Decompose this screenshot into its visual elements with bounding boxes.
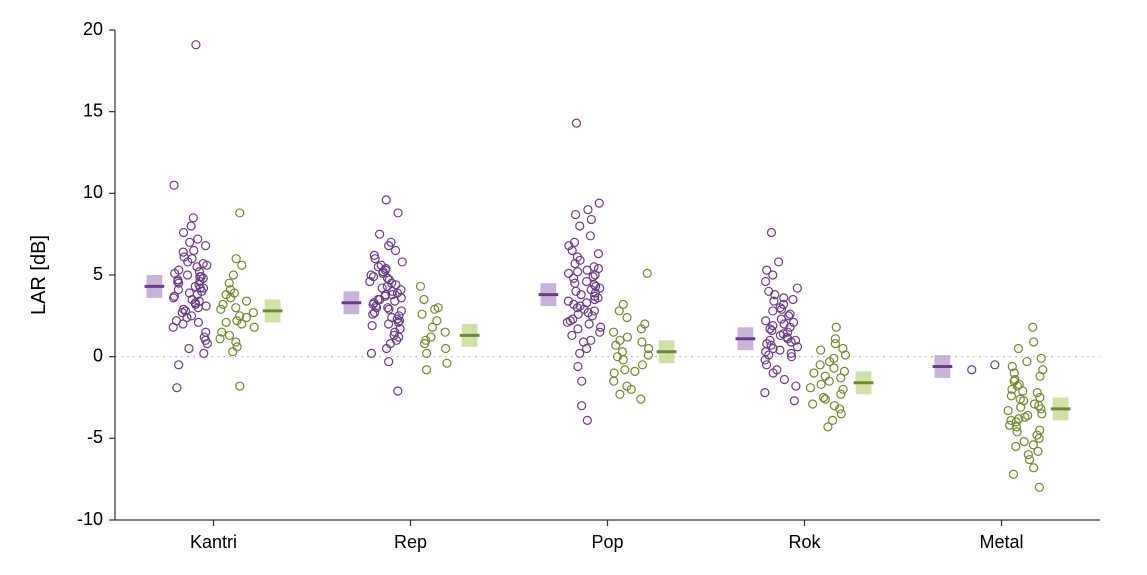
y-tick-label: 20 <box>83 19 103 39</box>
x-tick-label: Rep <box>394 532 427 552</box>
y-tick-label: 0 <box>93 345 103 365</box>
lar-strip-chart: -10 -5 0 5 10 15 20 Kantri Rep Pop Rok Metal LAR [dB… <box>0 0 1147 575</box>
y-tick-label: -5 <box>87 427 103 447</box>
y-tick-label: 15 <box>83 100 103 120</box>
x-tick-label: Pop <box>591 532 623 552</box>
x-tick-label: Rok <box>788 532 821 552</box>
chart-svg: -10 -5 0 5 10 15 20 Kantri Rep Pop Rok Metal LAR [dB… <box>0 0 1147 575</box>
y-axis-label: LAR [dB] <box>28 235 50 315</box>
y-tick-label: -10 <box>77 509 103 529</box>
y-tick-label: 5 <box>93 264 103 284</box>
y-tick-label: 10 <box>83 182 103 202</box>
x-tick-label: Kantri <box>190 532 237 552</box>
x-tick-label: Metal <box>979 532 1023 552</box>
